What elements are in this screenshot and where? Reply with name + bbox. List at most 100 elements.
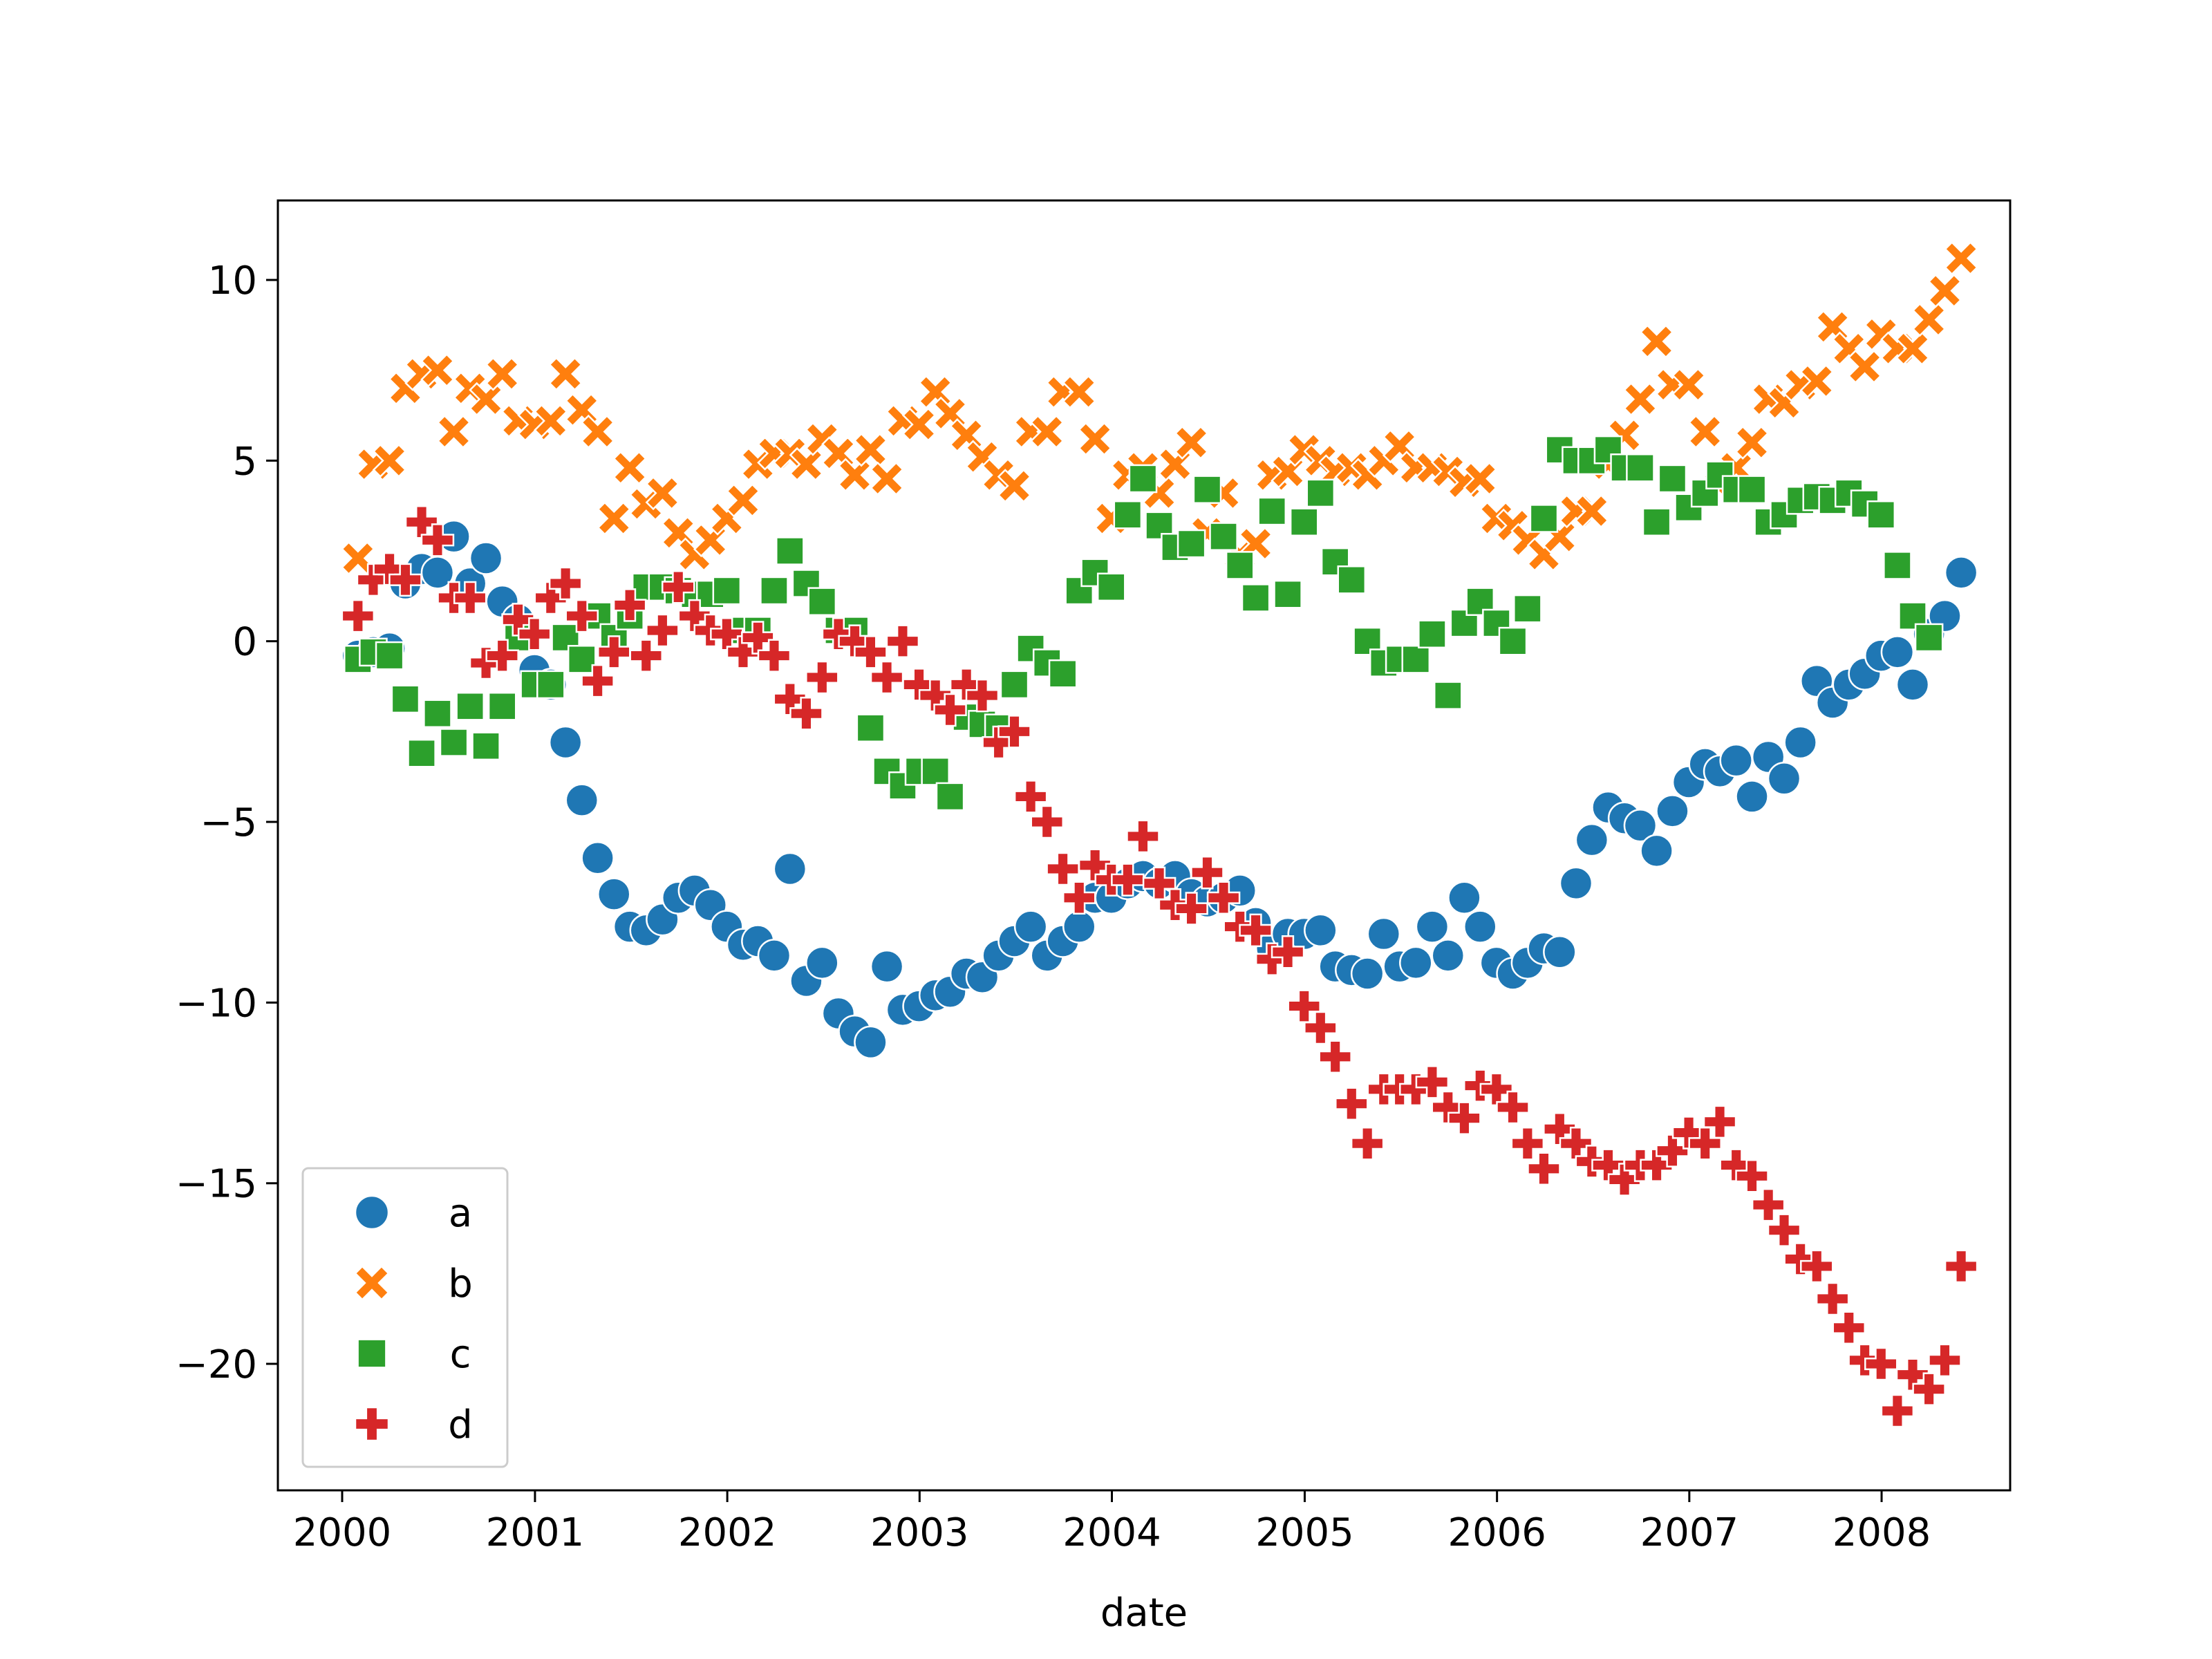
point-a [1735, 780, 1769, 814]
point-d [1174, 892, 1208, 926]
point-b [436, 414, 471, 449]
point-d [1864, 1347, 1898, 1381]
point-d [597, 635, 631, 669]
point-c [1289, 507, 1319, 536]
point-d [1703, 1105, 1737, 1139]
point-c [471, 731, 500, 761]
point-d [612, 588, 647, 622]
point-a [581, 841, 615, 875]
point-c [1000, 670, 1029, 700]
x-axis-ticks: 2000 2001 2002 2003 2004 2005 2006 2007 2008 [293, 1490, 1931, 1555]
point-d [1206, 881, 1241, 915]
point-b [1062, 375, 1097, 409]
point-c [807, 587, 837, 616]
point-d [789, 696, 823, 731]
point-a [1944, 556, 1978, 590]
point-a [854, 1025, 888, 1060]
point-c [856, 713, 885, 742]
point-a [1543, 935, 1577, 969]
point-c [1433, 681, 1463, 710]
x-tick-label: 2008 [1833, 1510, 1931, 1555]
point-d [1607, 1163, 1642, 1197]
point-b [469, 382, 503, 417]
point-b [1639, 324, 1674, 359]
point-c [776, 536, 805, 565]
point-c [456, 691, 485, 721]
point-b [645, 476, 680, 511]
point-d [1030, 805, 1065, 839]
point-b [726, 483, 760, 518]
point-c [439, 728, 469, 757]
point-a [1062, 910, 1096, 944]
point-d [388, 563, 422, 597]
point-a [1656, 794, 1689, 828]
x-tick-label: 2006 [1447, 1510, 1546, 1555]
point-d [517, 617, 552, 651]
point-b [901, 407, 937, 442]
series-d [341, 505, 1978, 1428]
point-b [612, 451, 647, 485]
x-tick-label: 2000 [293, 1510, 392, 1555]
point-d [1912, 1372, 1946, 1406]
point-d [1944, 1249, 1978, 1284]
legend-marker-b [354, 1265, 390, 1301]
point-c [1128, 464, 1158, 494]
point-d [341, 599, 375, 633]
point-b [1895, 331, 1930, 366]
y-tick-label: 10 [208, 259, 257, 303]
point-c [1626, 453, 1655, 482]
y-axis-ticks: 10 5 0 −5 −10 −15 −20 [176, 259, 278, 1387]
point-c [1192, 475, 1222, 504]
legend-label: d [448, 1403, 473, 1447]
point-c [536, 670, 565, 700]
point-d [1271, 935, 1305, 969]
x-tick-label: 2001 [486, 1510, 585, 1555]
point-c [1177, 529, 1206, 559]
point-c [1306, 478, 1335, 508]
point-c [1498, 626, 1528, 656]
point-d [1815, 1282, 1850, 1316]
point-b [580, 414, 615, 449]
point-d [1318, 1040, 1352, 1074]
point-d [1527, 1152, 1561, 1186]
point-c [1658, 464, 1687, 494]
point-b [1799, 364, 1835, 399]
y-tick-label: −5 [200, 800, 257, 845]
point-a [1304, 913, 1338, 948]
point-d [1751, 1188, 1785, 1222]
point-b [1078, 422, 1112, 456]
point-a [1783, 725, 1817, 760]
point-b [1911, 302, 1947, 337]
point-a [1431, 939, 1465, 973]
x-tick-label: 2002 [678, 1510, 777, 1555]
point-a [597, 877, 631, 911]
point-b [1671, 367, 1706, 402]
point-a [1559, 866, 1593, 901]
point-b [1687, 414, 1723, 449]
point-a [548, 725, 583, 760]
point-d [1783, 1242, 1817, 1276]
point-c [1642, 507, 1671, 536]
point-d [1688, 1126, 1722, 1161]
point-a [565, 783, 599, 817]
point-a [1767, 762, 1801, 796]
point-d [420, 523, 455, 557]
point-d [1335, 1087, 1369, 1121]
point-c [1273, 579, 1302, 609]
point-c [1257, 496, 1287, 526]
point-d [534, 581, 568, 615]
point-d [1735, 1159, 1769, 1193]
point-d [1062, 881, 1096, 915]
point-d [1510, 1126, 1545, 1161]
point-d [1656, 1134, 1689, 1168]
point-b [789, 447, 824, 482]
point-c [375, 641, 404, 671]
point-b [1575, 494, 1609, 529]
point-a [469, 541, 503, 575]
point-c [1113, 500, 1143, 529]
point-c [1914, 623, 1944, 653]
point-d [646, 613, 679, 648]
point-c [1866, 500, 1896, 529]
point-b [597, 501, 632, 536]
point-b [853, 432, 888, 467]
